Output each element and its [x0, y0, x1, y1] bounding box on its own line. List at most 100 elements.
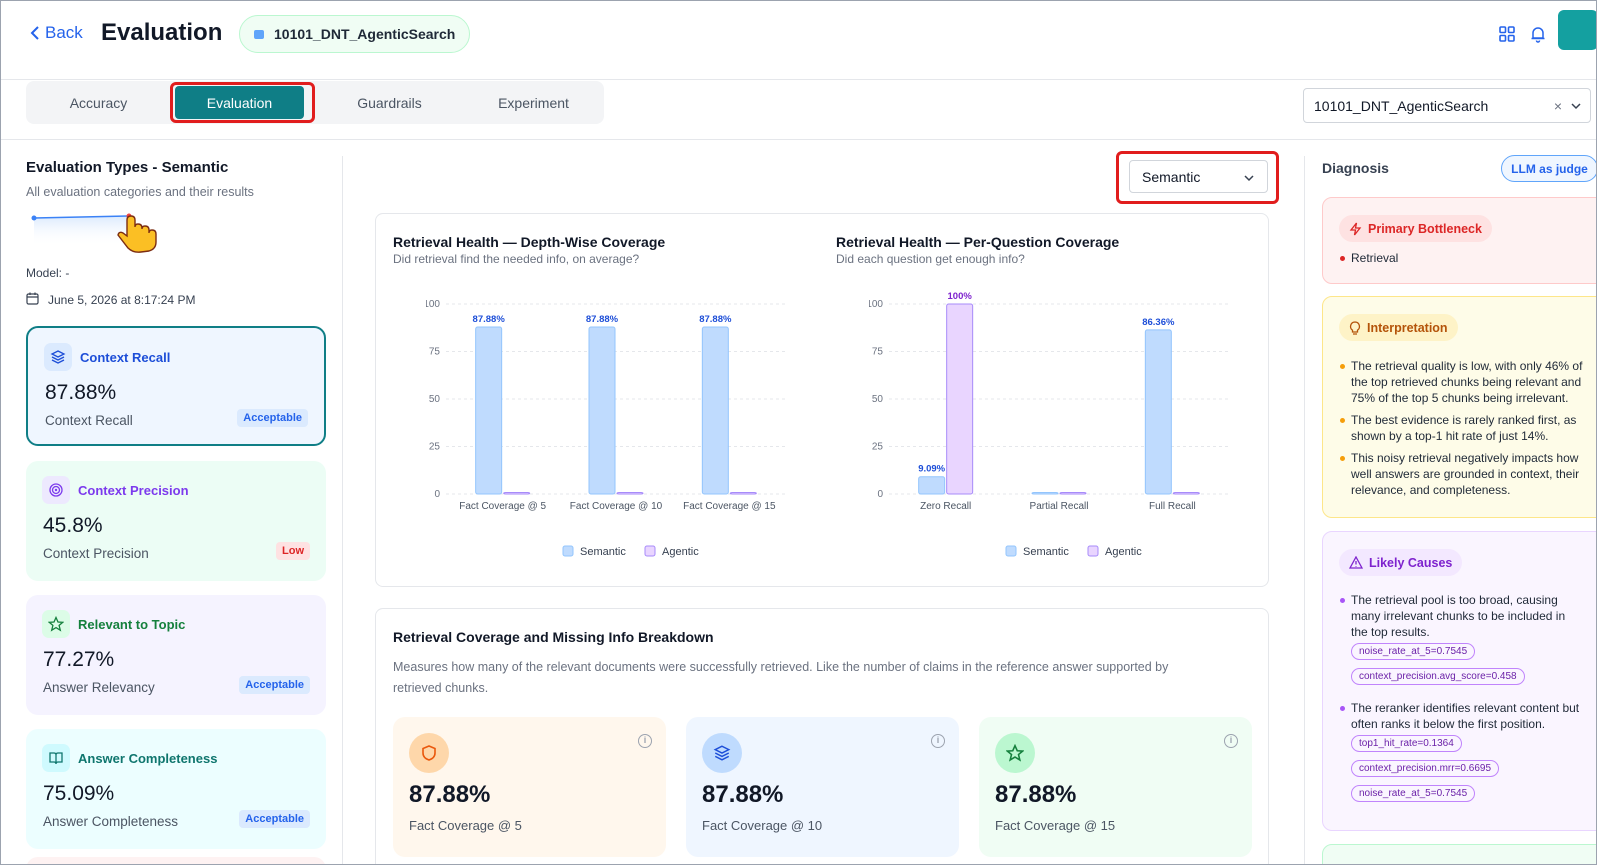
metric-card-context-precision[interactable]: Context Precision 45.8% Context Precisio… — [26, 461, 326, 581]
metric-tag: top1_hit_rate=0.1364 — [1351, 735, 1462, 752]
interpretation-item: This noisy retrieval negatively impacts … — [1339, 450, 1584, 498]
left-divider — [342, 156, 343, 864]
highlight-evaluation-tab — [170, 82, 315, 123]
info-icon[interactable]: i — [638, 734, 652, 748]
back-label: Back — [45, 23, 83, 42]
star-icon — [995, 733, 1035, 773]
breakdown-description: Measures how many of the relevant docume… — [393, 660, 1169, 695]
tab-evaluation[interactable]: Evaluation — [175, 86, 304, 119]
metric-tag: context_precision.mrr=0.6695 — [1351, 760, 1500, 777]
book-icon — [42, 744, 70, 772]
y-tick-label: 0 — [434, 489, 440, 500]
coverage-value: 87.88% — [409, 781, 491, 808]
metric-card-answer-completeness[interactable]: Answer Completeness 75.09% Answer Comple… — [26, 729, 326, 849]
grid-icon[interactable] — [1498, 25, 1516, 43]
status-badge: Low — [276, 542, 310, 560]
eval-type-select[interactable]: Semantic — [1129, 160, 1268, 193]
y-tick-label: 75 — [429, 347, 441, 358]
coverage-value: 87.88% — [702, 781, 784, 808]
profile-button[interactable] — [1558, 10, 1596, 50]
interpretation-pill: Interpretation — [1339, 314, 1458, 341]
interpretation-item: The best evidence is rarely ranked first… — [1339, 412, 1584, 444]
metric-tag: context_precision.avg_score=0.458 — [1351, 668, 1525, 685]
retrieval-health-panel: Retrieval Health — Depth-Wise Coverage D… — [375, 213, 1269, 587]
model-label: Model: - — [26, 266, 70, 280]
interpretation-text: This noisy retrieval negatively impacts … — [1351, 451, 1580, 497]
chevron-down-icon[interactable] — [1570, 101, 1582, 111]
metric-name: Context Recall — [80, 350, 171, 365]
interpretation-item: The retrieval quality is low, with only … — [1339, 358, 1584, 406]
tab-guardrails[interactable]: Guardrails — [357, 94, 422, 111]
primary-bottleneck-item: Retrieval — [1339, 250, 1584, 266]
metric-value: 87.88% — [45, 381, 117, 404]
metric-value: 77.27% — [43, 648, 115, 671]
interpretation-text: The retrieval quality is low, with only … — [1351, 359, 1583, 405]
llm-as-judge-button[interactable]: LLM as judge — [1501, 155, 1596, 182]
fact-coverage-card-10: i 87.88% Fact Coverage @ 10 — [686, 717, 959, 857]
legend-swatch — [1005, 545, 1017, 557]
x-tick-label: Fact Coverage @ 10 — [570, 501, 663, 512]
bullet-dot — [1340, 456, 1345, 461]
chart1-title: Retrieval Health — Depth-Wise Coverage — [393, 234, 666, 250]
tab-experiment[interactable]: Experiment — [498, 94, 569, 111]
metric-value: 45.8% — [43, 514, 103, 537]
y-tick-label: 50 — [429, 394, 441, 405]
coverage-label: Fact Coverage @ 5 — [409, 818, 522, 833]
metric-card-relevant-to-topic[interactable]: Relevant to Topic 77.27% Answer Relevanc… — [26, 595, 326, 715]
bar-semantic — [1031, 492, 1059, 495]
coverage-label: Fact Coverage @ 10 — [702, 818, 823, 833]
project-select[interactable]: 10101_DNT_AgenticSearch × — [1303, 88, 1591, 123]
coverage-label: Fact Coverage @ 15 — [995, 818, 1116, 833]
project-pill: 10101_DNT_AgenticSearch — [239, 15, 471, 53]
metric-name: Relevant to Topic — [78, 617, 186, 632]
bell-icon[interactable] — [1529, 25, 1547, 43]
likely-causes-label: Likely Causes — [1369, 555, 1453, 570]
layers-icon — [702, 733, 742, 773]
cause-item: The retrieval pool is too broad, causing… — [1339, 592, 1584, 640]
tab-accuracy[interactable]: Accuracy — [69, 94, 128, 111]
bar-agentic — [616, 492, 644, 495]
bar-agentic — [1059, 492, 1087, 495]
cause-text: The retrieval pool is too broad, causing… — [1351, 593, 1566, 639]
project-pill-label: 10101_DNT_AgenticSearch — [274, 26, 456, 42]
metric-card-context-recall[interactable]: Context Recall 87.88% Context Recall Acc… — [26, 326, 326, 446]
y-tick-label: 50 — [872, 394, 884, 405]
pointer-hand-icon — [117, 215, 157, 253]
legend-label: Semantic — [580, 546, 626, 558]
tab-bar: Accuracy Evaluation Guardrails Experimen… — [26, 81, 604, 124]
primary-bottleneck-card: Primary Bottleneck Retrieval — [1322, 197, 1596, 284]
layers-icon — [44, 343, 72, 371]
legend-label: Agentic — [1105, 546, 1142, 558]
back-button[interactable]: Back — [29, 23, 83, 43]
chart2-title: Retrieval Health — Per-Question Coverage — [836, 234, 1120, 250]
clear-icon[interactable]: × — [1553, 97, 1562, 114]
legend-swatch — [644, 545, 656, 557]
bullet-dot — [1340, 418, 1345, 423]
data-label: 86.36% — [1142, 317, 1175, 328]
bar-semantic — [475, 326, 503, 495]
bullet-dot — [1340, 706, 1345, 711]
status-badge: Acceptable — [239, 676, 310, 694]
bar-semantic — [701, 326, 729, 495]
folder-icon — [254, 29, 264, 39]
data-label: 100% — [948, 291, 973, 302]
page-title: Evaluation — [101, 19, 223, 46]
primary-bottleneck-pill: Primary Bottleneck — [1339, 215, 1492, 242]
metric-label: Answer Completeness — [43, 814, 179, 829]
highlight-type-select — [1116, 151, 1279, 204]
metric-label: Context Precision — [43, 546, 149, 561]
bullet-dot — [1340, 256, 1345, 261]
info-icon[interactable]: i — [931, 734, 945, 748]
y-tick-label: 75 — [872, 347, 884, 358]
info-icon[interactable]: i — [1224, 734, 1238, 748]
status-badge: Acceptable — [239, 810, 310, 828]
legend-label: Semantic — [1023, 546, 1069, 558]
status-badge: Acceptable — [237, 409, 308, 427]
data-label: 9.09% — [918, 464, 945, 475]
likely-causes-card: Likely Causes The retrieval pool is too … — [1322, 531, 1596, 831]
eval-types-subtitle: All evaluation categories and their resu… — [26, 185, 254, 199]
bullet-dot — [1340, 364, 1345, 369]
star-icon — [42, 610, 70, 638]
legend-swatch — [1087, 545, 1099, 557]
